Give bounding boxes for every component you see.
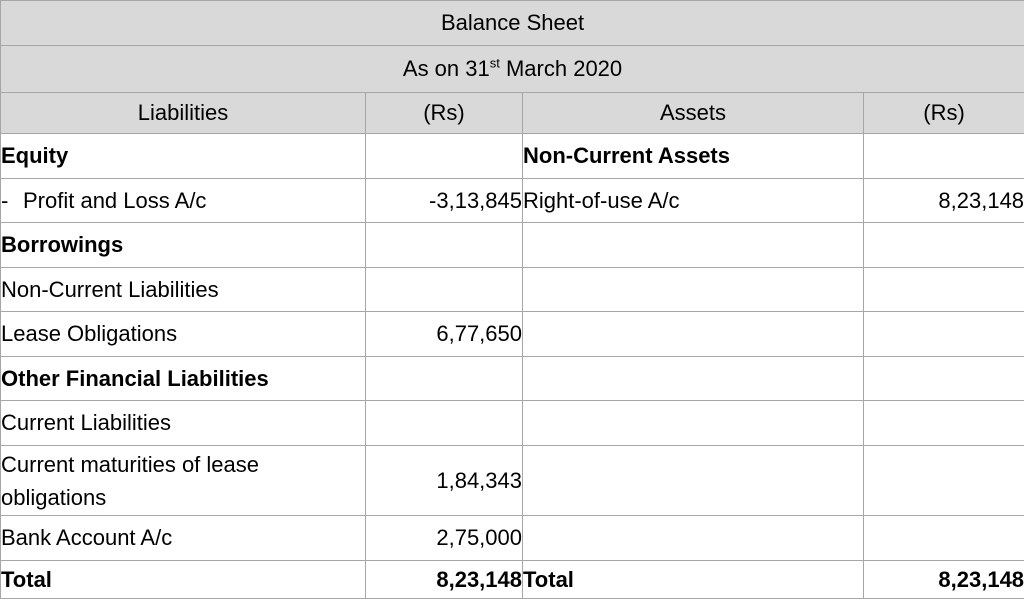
cell-asset-amount [864,268,1024,312]
cell-asset-amount [864,446,1024,516]
cell-asset-label: Total [523,561,864,599]
cell-asset-label [523,357,864,401]
cell-liability-label: Current Liabilities [1,401,366,446]
cell-asset-label [523,223,864,268]
col-header-liabilities: Liabilities [1,93,366,134]
col-header-assets-rs: (Rs) [864,93,1024,134]
cell-asset-amount [864,401,1024,446]
cell-asset-label: Right-of-use A/c [523,179,864,223]
cell-liability-label: Non-Current Liabilities [1,268,366,312]
cell-liability-label: Current maturities of lease obligations [1,446,366,516]
date-ordinal-superscript: st [490,56,500,71]
cell-liability-label: -Profit and Loss A/c [1,179,366,223]
sheet-date: As on 31st March 2020 [1,46,1024,93]
cell-liability-label: Lease Obligations [1,312,366,357]
cell-asset-label: Non-Current Assets [523,134,864,179]
table-row-other-financial-liabilities: Other Financial Liabilities [1,357,1024,401]
table-row-profit-and-loss: -Profit and Loss A/c -3,13,845 Right-of-… [1,179,1024,223]
col-header-assets: Assets [523,93,864,134]
cell-asset-label [523,516,864,561]
date-text-before: As on 31 [403,56,490,81]
cell-asset-label [523,401,864,446]
title-row: Balance Sheet [1,1,1024,46]
col-header-liabilities-rs: (Rs) [366,93,523,134]
table-row-lease-obligations: Lease Obligations 6,77,650 [1,312,1024,357]
table-row-total: Total 8,23,148 Total 8,23,148 [1,561,1024,599]
cell-liability-amount: -3,13,845 [366,179,523,223]
cell-liability-amount [366,134,523,179]
cell-asset-label [523,268,864,312]
cell-asset-amount: 8,23,148 [864,179,1024,223]
cell-asset-amount [864,134,1024,179]
cell-liability-amount [366,268,523,312]
cell-liability-amount: 1,84,343 [366,446,523,516]
cell-liability-label: Equity [1,134,366,179]
date-row: As on 31st March 2020 [1,46,1024,93]
cell-asset-amount [864,516,1024,561]
cell-liability-label: Borrowings [1,223,366,268]
cell-liability-label: Bank Account A/c [1,516,366,561]
minus-prefix: - [1,188,23,214]
table-row-bank-account: Bank Account A/c 2,75,000 [1,516,1024,561]
cell-liability-amount [366,223,523,268]
table-row-borrowings: Borrowings [1,223,1024,268]
date-text-after: March 2020 [500,56,622,81]
cell-asset-amount: 8,23,148 [864,561,1024,599]
table-row-non-current-liabilities: Non-Current Liabilities [1,268,1024,312]
column-header-row: Liabilities (Rs) Assets (Rs) [1,93,1024,134]
table-row-equity: Equity Non-Current Assets [1,134,1024,179]
cell-asset-label [523,446,864,516]
cell-liability-amount: 8,23,148 [366,561,523,599]
cell-liability-label: Total [1,561,366,599]
cell-asset-amount [864,357,1024,401]
sheet-title: Balance Sheet [1,1,1024,46]
cell-liability-amount: 2,75,000 [366,516,523,561]
cell-asset-amount [864,312,1024,357]
table-row-current-maturities: Current maturities of lease obligations … [1,446,1024,516]
liability-label-text: Profit and Loss A/c [23,188,206,213]
table-row-current-liabilities: Current Liabilities [1,401,1024,446]
cell-asset-amount [864,223,1024,268]
cell-liability-label: Other Financial Liabilities [1,357,366,401]
cell-liability-amount [366,357,523,401]
cell-liability-amount [366,401,523,446]
liability-label-text: Current maturities of lease obligations [1,448,279,514]
cell-asset-label [523,312,864,357]
cell-liability-amount: 6,77,650 [366,312,523,357]
